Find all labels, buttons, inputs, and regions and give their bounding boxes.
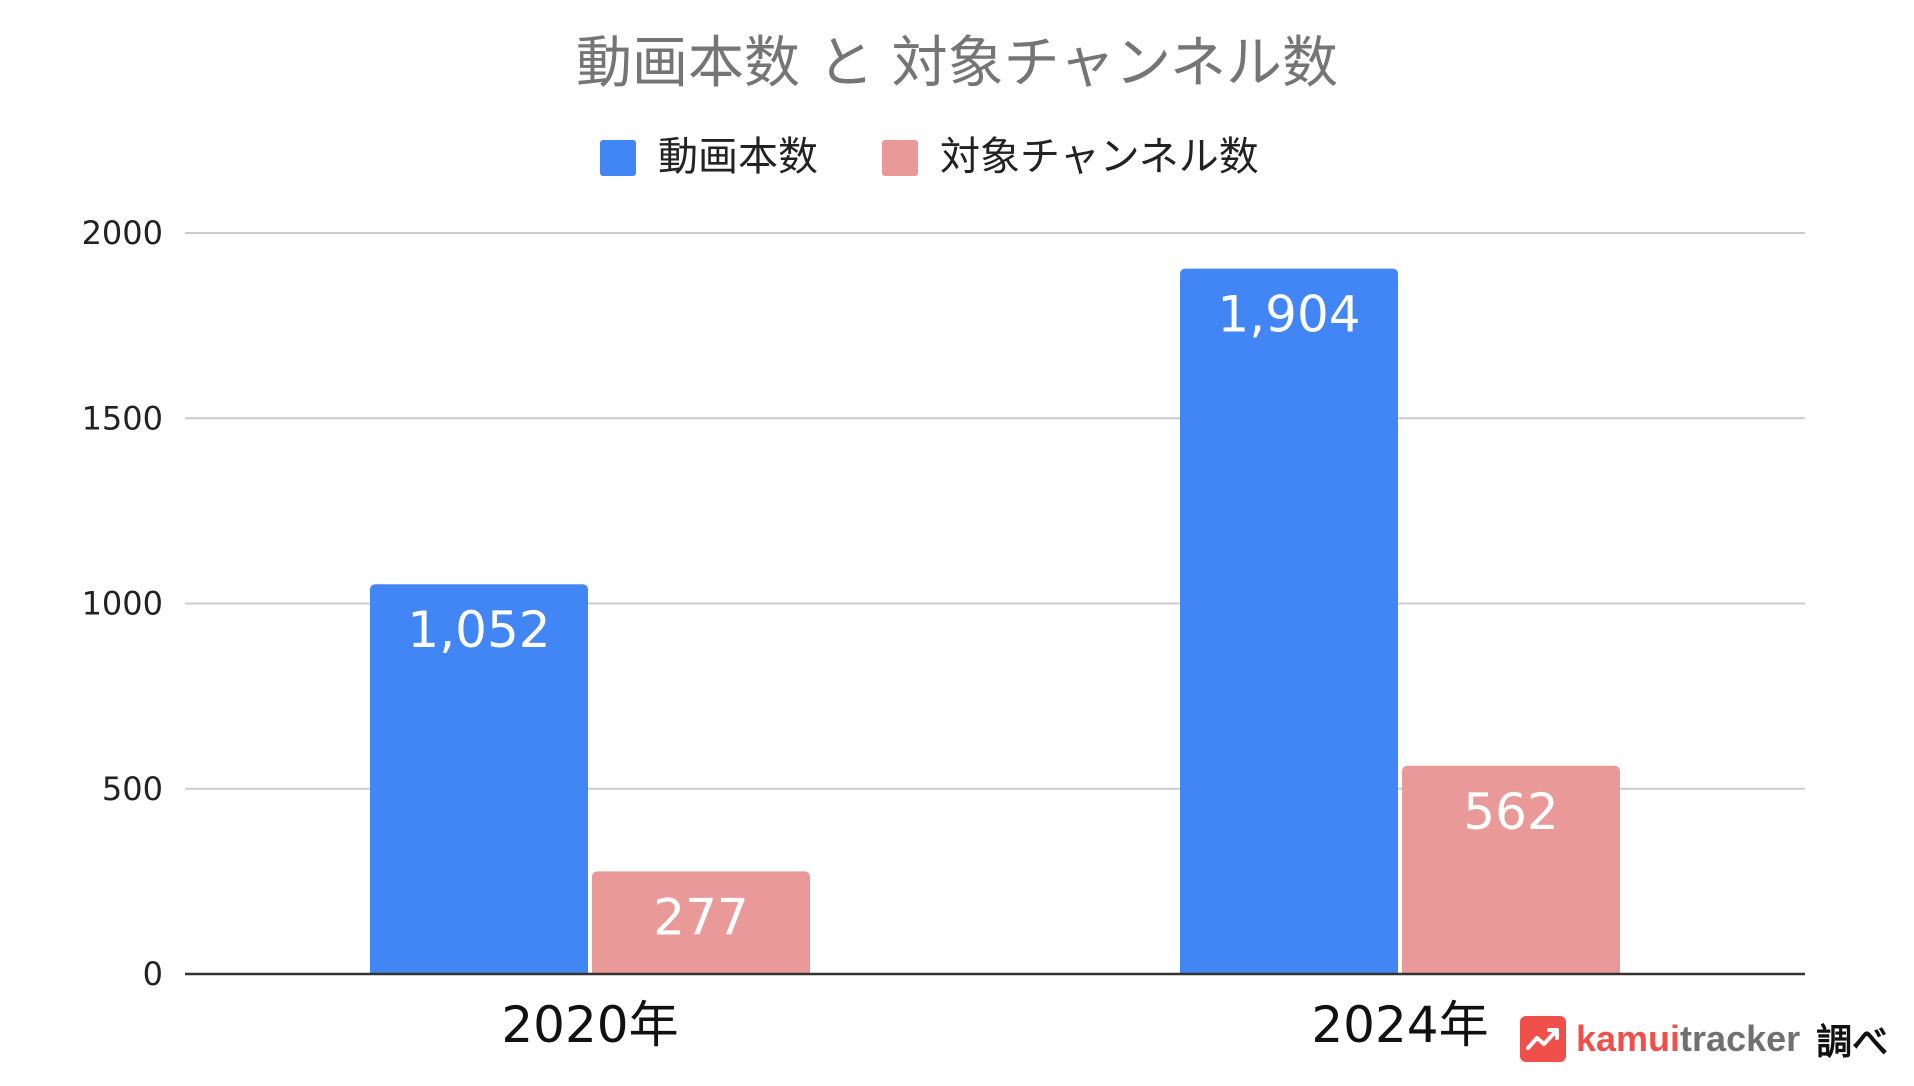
logo-text-kamui: kamui — [1576, 1018, 1681, 1059]
bar — [1402, 765, 1620, 974]
bar-value-label: 562 — [1463, 783, 1558, 841]
legend-label-channels: 対象チャンネル数 — [940, 134, 1259, 180]
legend: 動画本数 対象チャンネル数 — [600, 134, 1259, 180]
x-category-label: 2020年 — [501, 996, 678, 1054]
chart-title: 動画本数 と 対象チャンネル数 — [576, 31, 1338, 96]
kamuitracker-logo-icon — [1520, 1016, 1566, 1062]
bar-value-label: 277 — [653, 888, 748, 946]
credit-suffix: 調べ — [1816, 1022, 1889, 1063]
data-labels: 1,052 277 1,904 562 — [407, 286, 1558, 947]
y-tick-label: 1000 — [82, 585, 163, 623]
bar-value-label: 1,904 — [1217, 286, 1360, 344]
source-credit: kamui tracker 調べ — [1520, 1014, 1888, 1064]
legend-label-videos: 動画本数 — [658, 134, 818, 180]
x-axis-categories: 2020年 2024年 — [501, 996, 1488, 1054]
bar — [1180, 268, 1398, 974]
y-tick-label: 1500 — [82, 399, 163, 437]
bar — [370, 584, 588, 974]
bars — [370, 268, 1620, 974]
y-axis-ticks: 0 500 1000 1500 2000 — [82, 214, 163, 993]
x-category-label: 2024年 — [1311, 996, 1488, 1054]
y-tick-label: 0 — [143, 955, 163, 993]
y-tick-label: 500 — [102, 770, 163, 808]
legend-swatch-videos — [600, 140, 636, 176]
logo-text-tracker: tracker — [1680, 1018, 1801, 1059]
legend-swatch-channels — [882, 140, 918, 176]
bar — [592, 871, 810, 974]
bar-value-label: 1,052 — [407, 601, 550, 659]
y-tick-label: 2000 — [82, 214, 163, 252]
